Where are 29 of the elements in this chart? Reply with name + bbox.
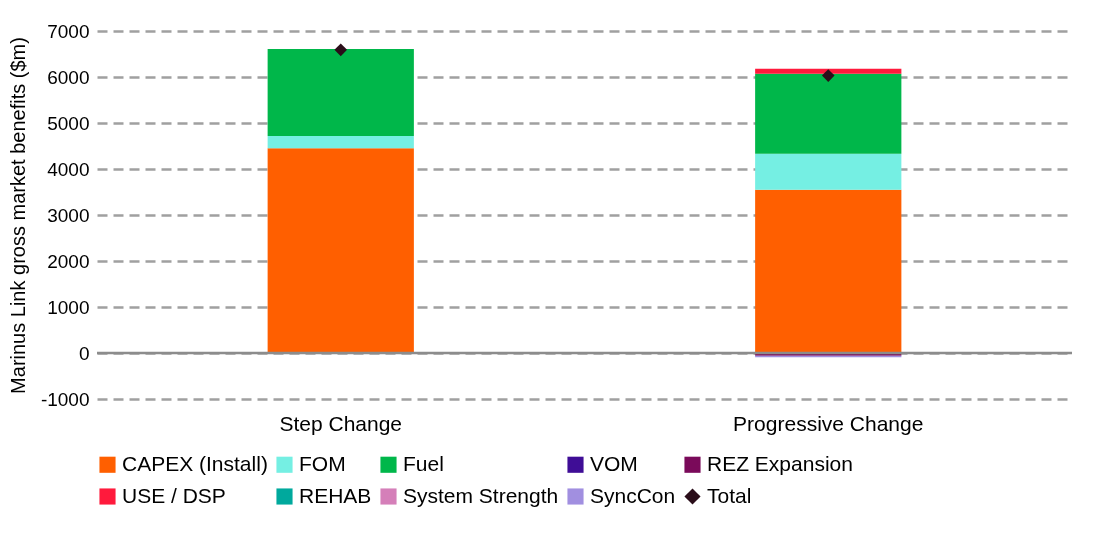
y-tick-label: 2000 — [47, 250, 90, 272]
y-tick-label: 3000 — [47, 204, 90, 226]
bar — [755, 153, 902, 190]
legend-label: REZ Expansion — [707, 451, 853, 475]
legend-label: REHAB — [299, 483, 372, 507]
bar — [755, 73, 902, 154]
y-tick-label: 5000 — [47, 112, 90, 134]
legend-label: FOM — [299, 451, 346, 475]
legend-label: CAPEX (Install) — [122, 451, 268, 475]
legend-label: VOM — [590, 451, 638, 475]
legend-label: Fuel — [403, 451, 444, 475]
bar — [267, 135, 414, 149]
y-tick-label: -1000 — [40, 388, 90, 410]
y-tick-label: 6000 — [47, 66, 90, 88]
legend-label: SyncCon — [590, 483, 676, 507]
y-tick-label: 4000 — [47, 158, 90, 180]
bar — [267, 48, 414, 136]
bar — [755, 68, 902, 74]
y-tick-label: 1000 — [47, 296, 90, 318]
y-tick-label: 7000 — [47, 20, 90, 42]
legend-label: System Strength — [403, 483, 559, 507]
y-axis-title: Marinus Link gross market benefits ($m) — [6, 37, 29, 394]
x-tick-label: Step Change — [279, 411, 403, 435]
legend-label: USE / DSP — [122, 483, 226, 507]
legend-label: Total — [707, 483, 752, 507]
bar — [755, 189, 902, 353]
x-tick-label: Progressive Change — [733, 411, 924, 435]
y-tick-label: 0 — [78, 342, 90, 364]
bar — [267, 148, 414, 353]
